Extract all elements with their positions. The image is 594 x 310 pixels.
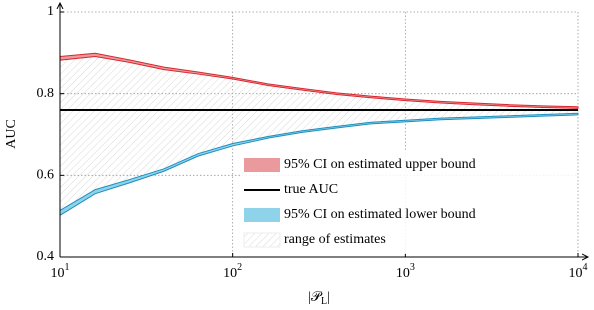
x-tick-exponent: 3 <box>410 262 415 273</box>
legend-box <box>240 152 576 254</box>
legend-label: range of estimates <box>284 232 386 247</box>
x-axis-label-sub: L <box>321 296 327 307</box>
x-tick-label: 101 <box>51 262 70 281</box>
legend-label: 95% CI on estimated upper bound <box>284 157 476 172</box>
legend-label: true AUC <box>284 182 338 197</box>
x-tick-exponent: 4 <box>583 262 588 273</box>
x-tick-exponent: 2 <box>237 262 242 273</box>
y-tick-label: 1 <box>47 4 54 19</box>
x-tick-label: 103 <box>396 262 415 281</box>
x-tick-exponent: 1 <box>65 262 70 273</box>
x-tick-base: 10 <box>396 266 410 281</box>
x-tick-base: 10 <box>569 266 583 281</box>
legend-swatch <box>244 208 280 222</box>
x-tick-base: 10 <box>51 266 65 281</box>
x-tick-label: 102 <box>223 262 242 281</box>
ci-band <box>59 112 579 217</box>
x-tick-base: 10 <box>223 266 237 281</box>
x-axis-label-main: |𝒫 <box>308 290 323 305</box>
y-tick-label: 0.8 <box>37 86 55 101</box>
x-axis-label-end: | <box>327 290 330 305</box>
range-area <box>60 53 578 216</box>
y-tick-label: 0.6 <box>37 168 55 183</box>
y-axis-label: AUC <box>4 119 19 149</box>
y-tick-label: 0.4 <box>37 249 55 264</box>
legend-swatch <box>243 232 281 248</box>
x-axis-label: |𝒫L| <box>308 290 330 307</box>
ci-band <box>59 52 579 109</box>
legend-swatch <box>244 158 280 172</box>
legend-label: 95% CI on estimated lower bound <box>284 207 476 222</box>
x-tick-label: 104 <box>569 262 588 281</box>
